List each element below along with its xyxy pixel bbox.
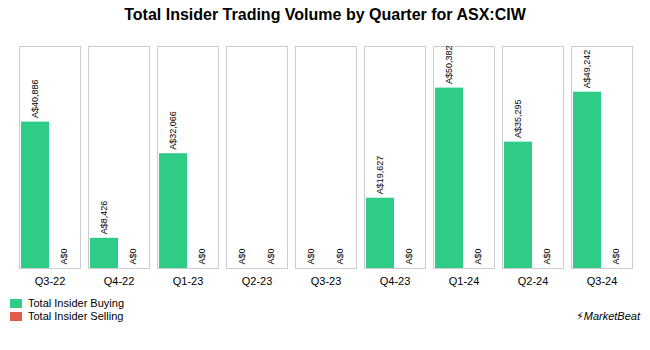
svg-text:A$0: A$0 — [197, 248, 207, 264]
svg-text:A$49,242: A$49,242 — [582, 50, 592, 89]
svg-text:A$50,382: A$50,382 — [444, 46, 454, 85]
svg-text:A$0: A$0 — [59, 248, 69, 264]
svg-text:A$0: A$0 — [611, 248, 621, 264]
html-text:Total Insider Trading Volume b: Total Insider Trading Volume by Quarter … — [124, 6, 526, 23]
svg-text:A$0: A$0 — [128, 248, 138, 264]
svg-text:Q3-22: Q3-22 — [35, 275, 66, 287]
svg-text:A$0: A$0 — [306, 248, 316, 264]
svg-text:A$35,295: A$35,295 — [513, 100, 523, 139]
html-text:⚡MarketBeat: ⚡MarketBeat — [576, 310, 640, 322]
html-text:Total Insider Buying: Total Insider Buying — [28, 297, 124, 309]
svg-text:Q4-23: Q4-23 — [380, 275, 411, 287]
svg-text:A$0: A$0 — [266, 248, 276, 264]
svg-text:Q2-24: Q2-24 — [518, 275, 549, 287]
svg-text:A$0: A$0 — [473, 248, 483, 264]
svg-text:Q1-23: Q1-23 — [173, 275, 204, 287]
svg-text:A$0: A$0 — [542, 248, 552, 264]
svg-text:Q1-24: Q1-24 — [449, 275, 480, 287]
svg-text:A$0: A$0 — [237, 248, 247, 264]
html-text:Total Insider Selling: Total Insider Selling — [28, 310, 124, 322]
svg-text:Q2-23: Q2-23 — [242, 275, 273, 287]
svg-text:A$8,426: A$8,426 — [99, 201, 109, 235]
svg-text:Q4-22: Q4-22 — [104, 275, 135, 287]
svg-text:Q3-24: Q3-24 — [587, 275, 618, 287]
svg-text:A$0: A$0 — [404, 248, 414, 264]
svg-text:A$19,627: A$19,627 — [375, 156, 385, 195]
svg-text:A$40,886: A$40,886 — [30, 80, 40, 119]
svg-text:Q3-23: Q3-23 — [311, 275, 342, 287]
svg-text:A$0: A$0 — [335, 248, 345, 264]
svg-text:A$32,066: A$32,066 — [168, 111, 178, 150]
